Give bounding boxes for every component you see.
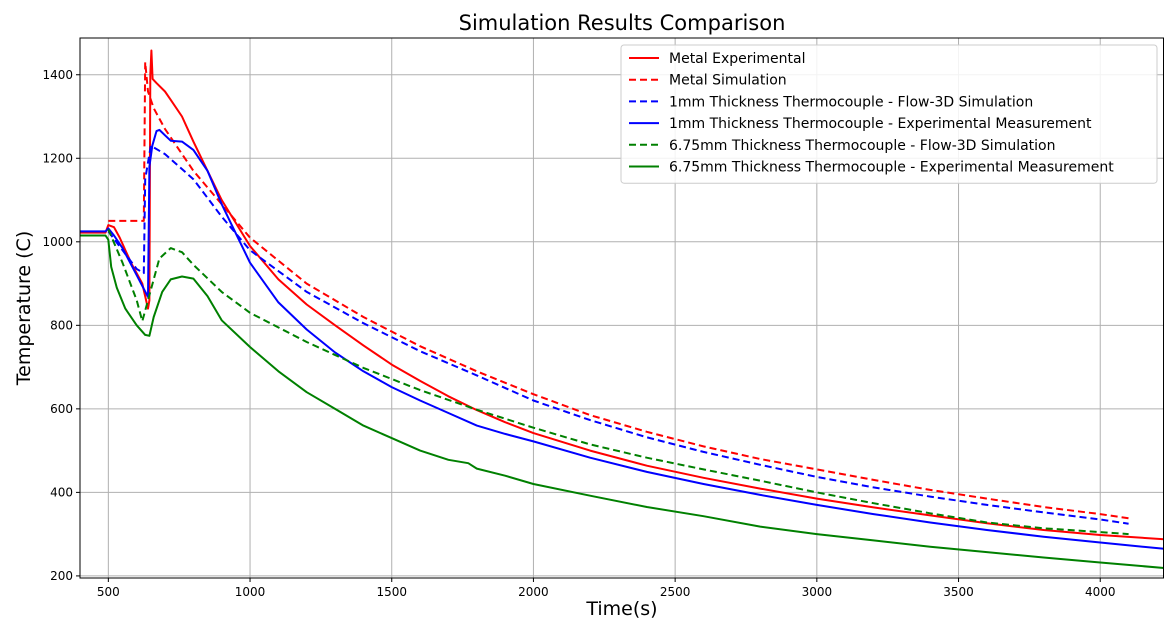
legend: Metal Experimental Metal Simulation 1mm Th… [620, 44, 1158, 184]
x-tick-label: 500 [97, 585, 120, 599]
x-tick-label: 3000 [802, 585, 833, 599]
series-line-6 [80, 234, 1164, 569]
legend-box [620, 44, 1158, 184]
y-axis-label: Temperature (C) [13, 231, 35, 387]
legend-label: 1mm Thickness Thermocouple - Experimenta… [669, 116, 1092, 132]
x-axis-ticks: 500 1000 1500 2000 2500 3000 3500 4000 [97, 578, 1116, 599]
y-axis-ticks: 200 400 600 800 1000 1200 1400 [42, 68, 80, 583]
series-line-1 [80, 49, 1164, 541]
legend-label: 6.75mm Thickness Thermocouple - Flow-3D … [669, 138, 1056, 154]
x-tick-label: 2500 [660, 585, 691, 599]
series-line-3 [107, 144, 1129, 525]
series-line-2 [108, 61, 1129, 520]
series-lines [80, 49, 1164, 569]
x-tick-label: 1500 [376, 585, 407, 599]
x-tick-label: 4000 [1085, 585, 1116, 599]
legend-label: Metal Simulation [669, 73, 787, 89]
x-tick-label: 2000 [518, 585, 549, 599]
x-axis-label: Time(s) [585, 598, 657, 620]
legend-label: Metal Experimental [669, 51, 805, 67]
x-tick-label: 3500 [943, 585, 974, 599]
x-tick-label: 1000 [235, 585, 266, 599]
y-tick-label: 1400 [42, 68, 73, 82]
y-tick-label: 1200 [42, 151, 73, 165]
y-tick-label: 1000 [42, 235, 73, 249]
y-tick-label: 400 [50, 485, 73, 499]
chart-title: Simulation Results Comparison [459, 11, 786, 35]
series-line-5 [107, 228, 1129, 536]
series-line-4 [80, 128, 1164, 550]
y-tick-label: 600 [50, 402, 73, 416]
y-tick-label: 200 [50, 569, 73, 583]
y-tick-label: 800 [50, 318, 73, 332]
legend-label: 1mm Thickness Thermocouple - Flow-3D Sim… [669, 94, 1033, 110]
legend-label: 6.75mm Thickness Thermocouple - Experime… [669, 160, 1114, 176]
